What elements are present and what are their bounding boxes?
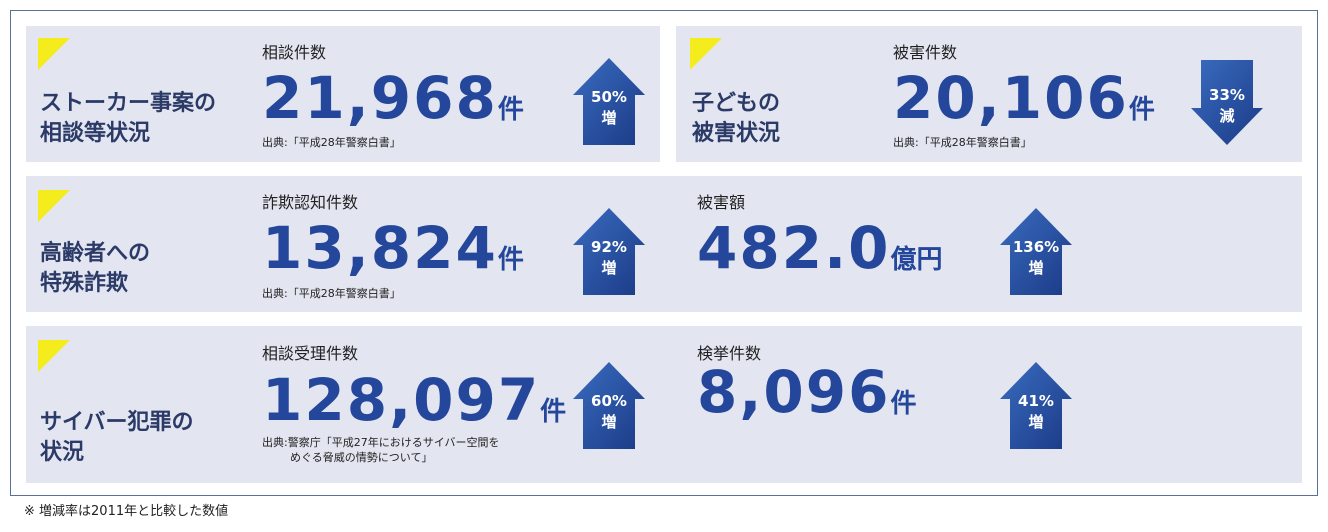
source: 出典:「平成28年警察白書」 bbox=[893, 135, 1032, 149]
marker bbox=[38, 190, 70, 222]
change-rate: 60% bbox=[591, 392, 627, 410]
up-arrow bbox=[573, 58, 645, 145]
panel bbox=[26, 176, 1302, 312]
section-title: 被害状況 bbox=[692, 120, 780, 146]
section-title: サイバー犯罪の bbox=[40, 409, 194, 435]
panel bbox=[26, 26, 660, 162]
up-arrow bbox=[573, 208, 645, 295]
stat-value: 20,106件 bbox=[893, 64, 1155, 132]
section-title: ストーカー事案の bbox=[40, 90, 216, 116]
stat-value: 21,968件 bbox=[262, 64, 524, 132]
section-title: 高齢者への bbox=[40, 240, 150, 266]
change-rate: 136% bbox=[1013, 238, 1059, 256]
frame bbox=[10, 10, 1318, 496]
stat-label: 相談受理件数 bbox=[262, 344, 358, 363]
section-title: 状況 bbox=[40, 440, 84, 465]
stat-value: 13,824件 bbox=[262, 214, 524, 282]
change-rate: 92% bbox=[591, 238, 627, 256]
stat-label: 被害額 bbox=[697, 193, 745, 212]
change-direction: 増 bbox=[601, 109, 616, 127]
change-direction: 減 bbox=[1219, 107, 1234, 125]
stat-value: 8,096件 bbox=[697, 358, 916, 426]
change-rate: 50% bbox=[591, 88, 627, 106]
stat-label: 詐欺認知件数 bbox=[262, 193, 358, 212]
marker bbox=[38, 340, 70, 372]
panel bbox=[26, 326, 1302, 483]
source: めぐる脅威の情勢について」 bbox=[290, 450, 432, 464]
section-title: 子どもの bbox=[692, 91, 780, 116]
section-title: 特殊詐欺 bbox=[40, 270, 128, 296]
stat-label: 相談件数 bbox=[262, 43, 326, 62]
change-direction: 増 bbox=[601, 413, 616, 431]
up-arrow bbox=[1000, 208, 1072, 295]
source: 出典:「平成28年警察白書」 bbox=[262, 135, 401, 149]
change-rate: 33% bbox=[1209, 86, 1245, 104]
change-direction: 増 bbox=[1028, 259, 1043, 277]
stat-value: 128,097件 bbox=[262, 366, 566, 434]
change-direction: 増 bbox=[601, 259, 616, 277]
stat-label: 被害件数 bbox=[893, 43, 957, 62]
source: 出典:「平成28年警察白書」 bbox=[262, 286, 401, 300]
section-title: 相談等状況 bbox=[40, 120, 150, 146]
marker bbox=[38, 38, 70, 70]
source: 出典:警察庁「平成27年におけるサイバー空間を bbox=[262, 435, 499, 449]
up-arrow bbox=[1000, 362, 1072, 449]
footnote: ※ 増減率は2011年と比較した数値 bbox=[24, 503, 228, 519]
stat-label: 検挙件数 bbox=[697, 344, 761, 363]
up-arrow bbox=[573, 362, 645, 449]
change-rate: 41% bbox=[1018, 392, 1054, 410]
change-direction: 増 bbox=[1028, 413, 1043, 431]
down-arrow bbox=[1191, 60, 1263, 145]
marker bbox=[690, 38, 722, 70]
panel bbox=[676, 26, 1302, 162]
stat-value: 482.0億円 bbox=[697, 214, 942, 282]
